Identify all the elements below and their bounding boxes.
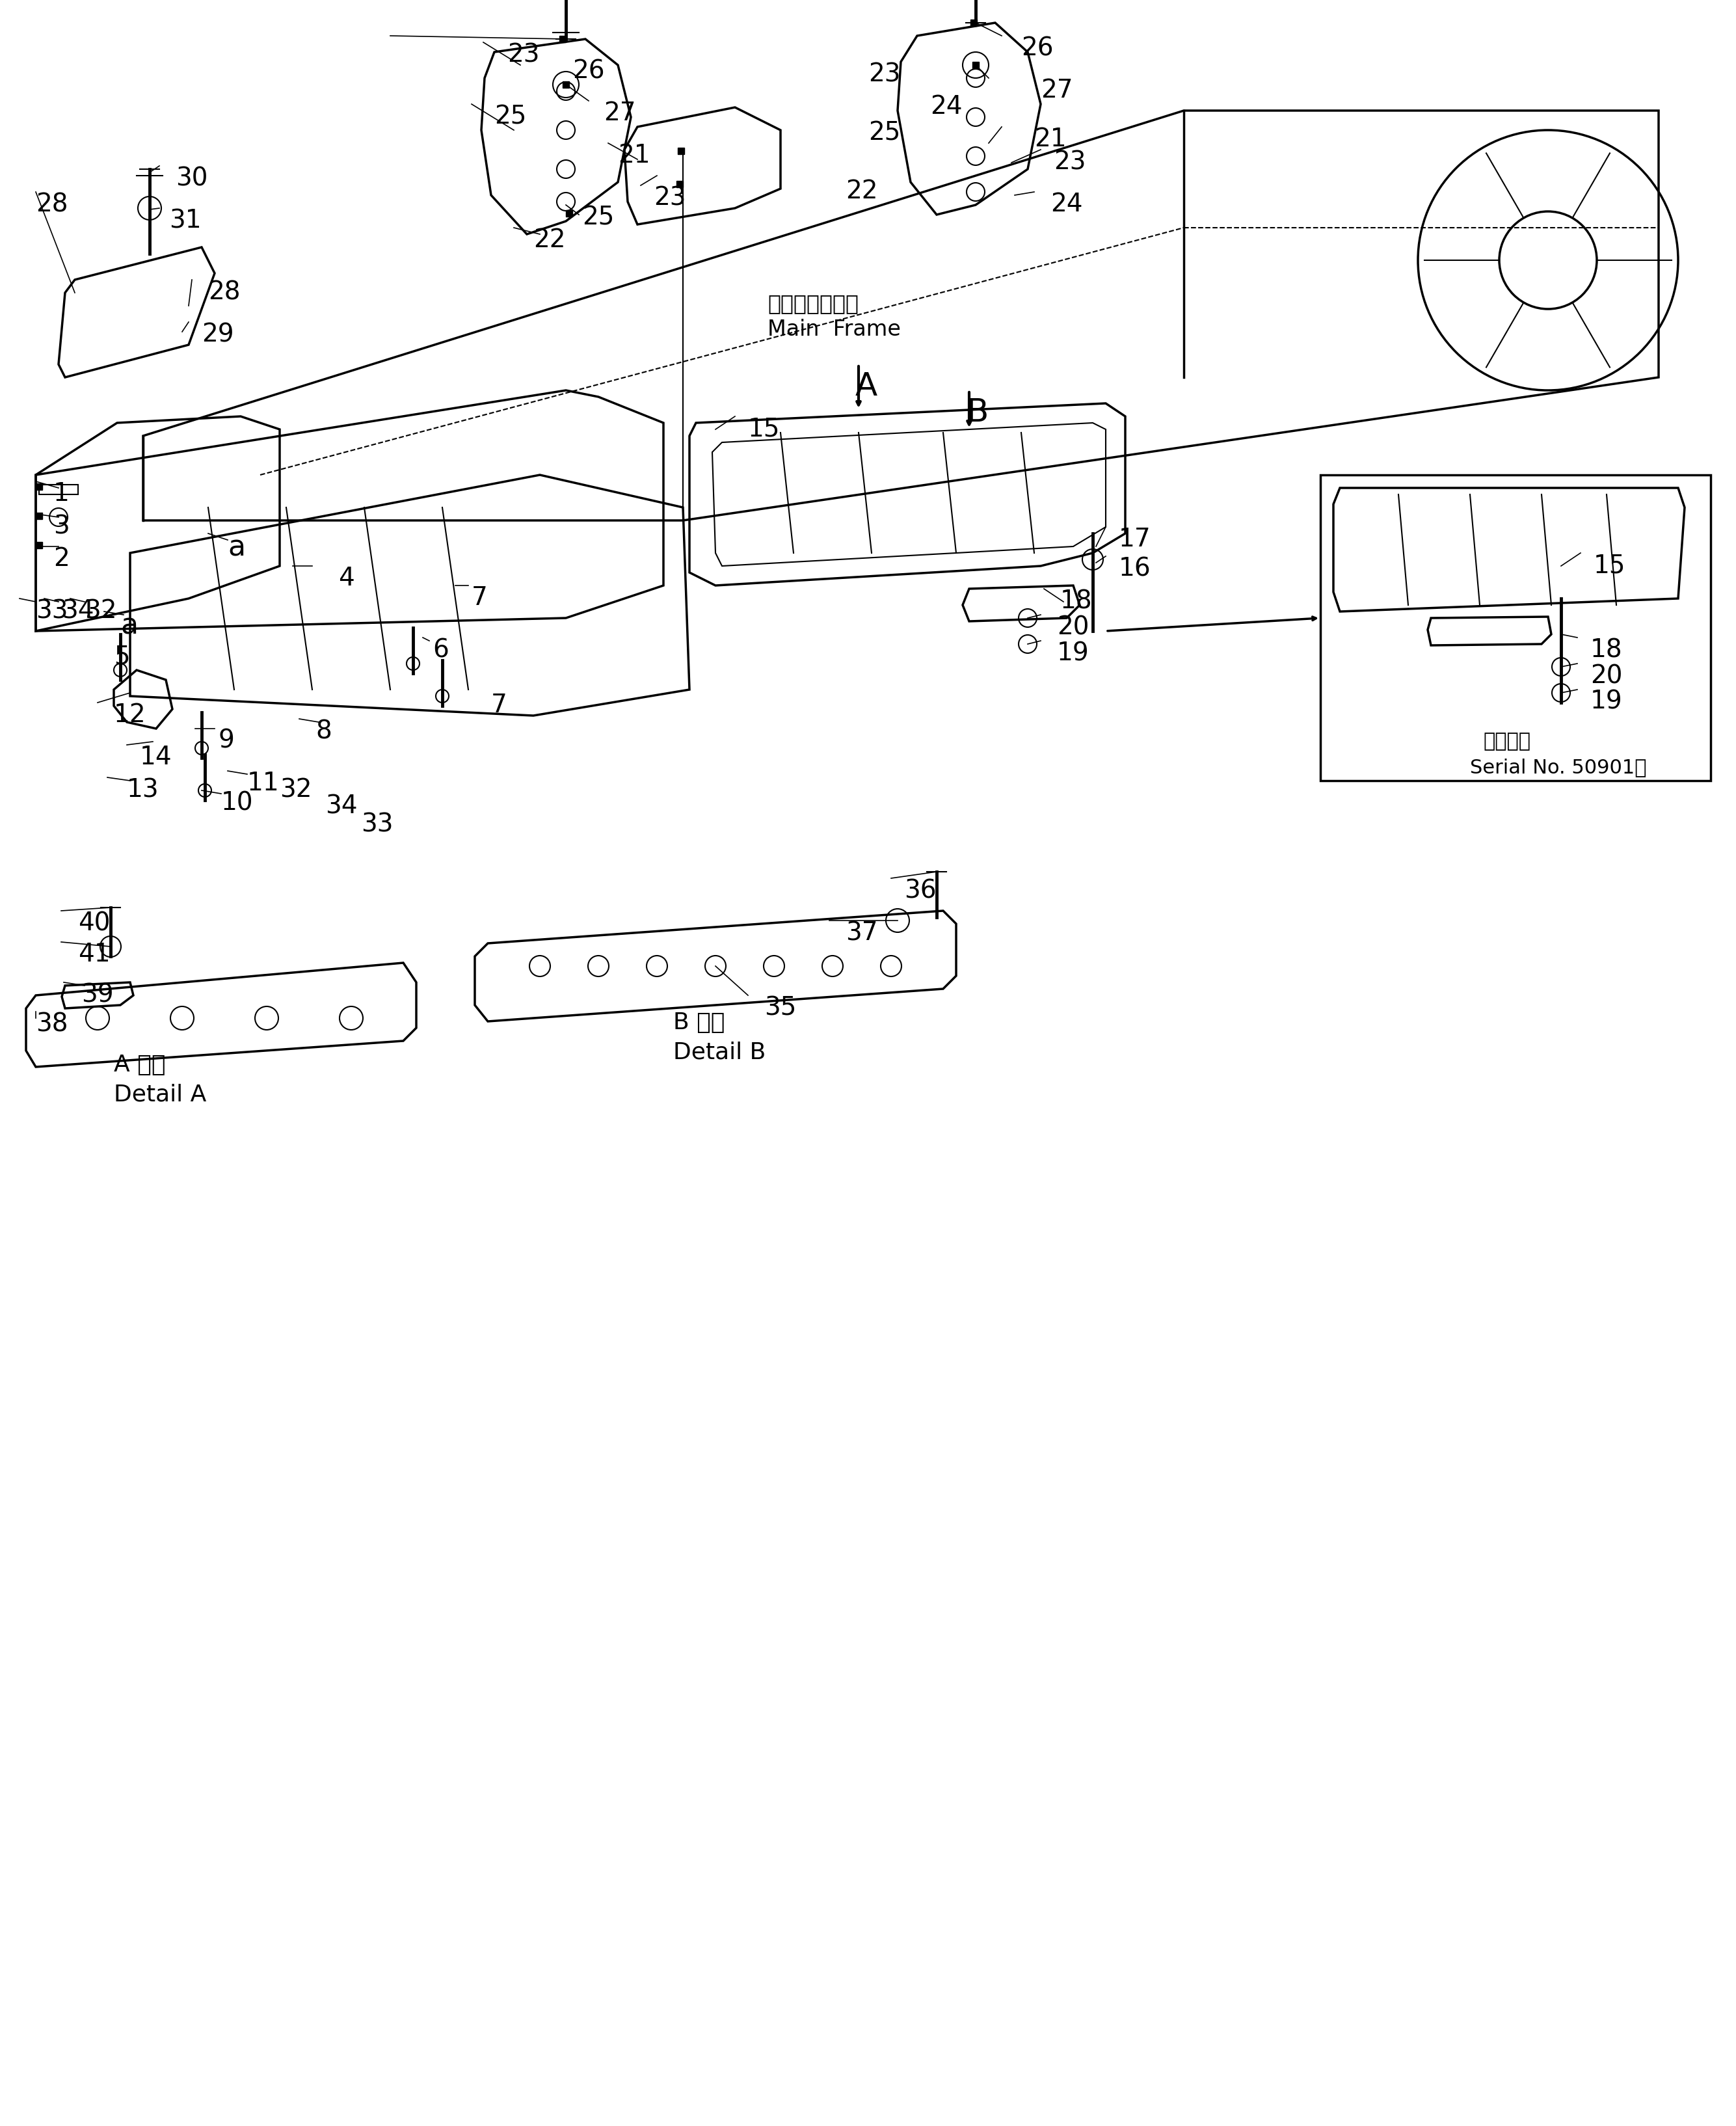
Text: 40: 40 xyxy=(78,910,111,935)
Text: a: a xyxy=(227,534,245,561)
Text: 22: 22 xyxy=(845,179,878,204)
Text: 30: 30 xyxy=(175,166,208,191)
Text: 23: 23 xyxy=(1054,149,1087,174)
Text: 適用号機: 適用号機 xyxy=(1483,731,1531,750)
Text: 26: 26 xyxy=(1021,36,1054,60)
Text: Detail A: Detail A xyxy=(115,1082,207,1106)
Text: 13: 13 xyxy=(127,778,160,802)
Text: 14: 14 xyxy=(141,744,172,770)
Text: Serial No. 50901～: Serial No. 50901～ xyxy=(1470,757,1646,776)
Text: 15: 15 xyxy=(1594,553,1625,578)
Bar xyxy=(36,483,42,489)
Text: 38: 38 xyxy=(36,1012,68,1035)
Text: 25: 25 xyxy=(495,104,526,130)
Bar xyxy=(970,19,977,26)
Text: 7: 7 xyxy=(491,693,507,719)
Text: Detail B: Detail B xyxy=(674,1042,766,1063)
Text: 21: 21 xyxy=(1035,128,1066,151)
Text: 21: 21 xyxy=(618,142,651,168)
Text: 18: 18 xyxy=(1590,638,1623,663)
Text: 10: 10 xyxy=(220,791,253,814)
Text: 23: 23 xyxy=(507,43,540,68)
Text: 23: 23 xyxy=(868,62,901,87)
Text: 41: 41 xyxy=(78,942,111,967)
Text: 7: 7 xyxy=(472,585,488,610)
Text: メインフレーム: メインフレーム xyxy=(767,293,859,315)
Text: 34: 34 xyxy=(325,793,358,819)
Bar xyxy=(566,210,573,217)
Bar xyxy=(36,512,42,519)
Text: a: a xyxy=(120,612,137,640)
Text: 6: 6 xyxy=(432,638,448,663)
Bar xyxy=(1321,474,1710,780)
Text: 16: 16 xyxy=(1118,557,1151,580)
Text: 39: 39 xyxy=(82,982,113,1008)
Text: 11: 11 xyxy=(247,772,279,795)
Text: 28: 28 xyxy=(36,191,68,217)
Text: 31: 31 xyxy=(168,208,201,234)
Text: 12: 12 xyxy=(115,702,146,727)
Bar xyxy=(562,81,569,87)
Text: 34: 34 xyxy=(62,600,94,623)
Text: A: A xyxy=(856,370,878,402)
Text: 15: 15 xyxy=(748,417,779,440)
Text: 8: 8 xyxy=(316,719,332,744)
Text: 32: 32 xyxy=(85,600,116,623)
Text: B: B xyxy=(965,398,988,427)
Bar xyxy=(677,181,682,187)
Text: A 詳細: A 詳細 xyxy=(115,1054,165,1076)
Text: 33: 33 xyxy=(361,812,392,838)
Text: 36: 36 xyxy=(904,878,936,904)
Text: 5: 5 xyxy=(115,644,130,670)
Text: Main  Frame: Main Frame xyxy=(767,319,901,340)
Text: 20: 20 xyxy=(1590,663,1623,689)
Text: 2: 2 xyxy=(54,546,69,572)
Text: 24: 24 xyxy=(1050,191,1083,217)
Text: 28: 28 xyxy=(208,281,240,304)
Text: 37: 37 xyxy=(845,921,878,946)
Text: 22: 22 xyxy=(533,227,566,253)
Text: 24: 24 xyxy=(930,94,962,119)
Text: 3: 3 xyxy=(54,514,69,538)
Text: 35: 35 xyxy=(764,995,797,1020)
Text: 20: 20 xyxy=(1057,614,1088,640)
Text: 25: 25 xyxy=(868,121,901,145)
Text: 18: 18 xyxy=(1061,589,1092,614)
Text: 26: 26 xyxy=(573,60,604,83)
Text: 19: 19 xyxy=(1590,689,1623,714)
Bar xyxy=(677,147,684,155)
Text: 25: 25 xyxy=(582,204,615,230)
Text: 17: 17 xyxy=(1118,527,1151,551)
Text: 23: 23 xyxy=(654,185,686,210)
Bar xyxy=(972,62,979,68)
Text: 1: 1 xyxy=(54,480,69,506)
Bar xyxy=(36,542,42,549)
Text: 27: 27 xyxy=(604,100,635,125)
Text: 33: 33 xyxy=(36,600,68,623)
Text: B 詳細: B 詳細 xyxy=(674,1012,726,1033)
Text: 19: 19 xyxy=(1057,640,1088,665)
Text: 27: 27 xyxy=(1040,79,1073,102)
Text: 29: 29 xyxy=(201,321,234,347)
Text: 32: 32 xyxy=(279,778,312,802)
Text: 9: 9 xyxy=(219,729,234,753)
Text: 4: 4 xyxy=(339,566,354,591)
Bar xyxy=(559,36,566,43)
